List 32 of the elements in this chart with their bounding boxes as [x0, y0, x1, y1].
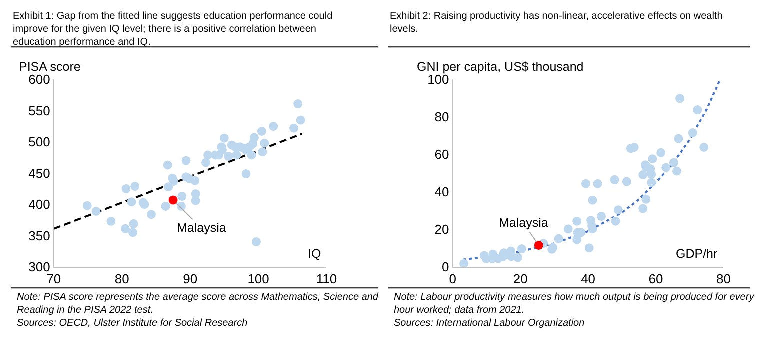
annotation: Malaysia — [499, 216, 548, 230]
x-tick-label: 100 — [248, 272, 270, 287]
x-axis-title: GDP/hr — [676, 247, 718, 261]
y-tick-label: 400 — [28, 197, 50, 212]
y-tick-label: 60 — [434, 147, 450, 162]
text: Note: Labour productivity measures how much output is being produced for every hour worked; data from 2021. — [394, 292, 756, 316]
y-tick-label: 350 — [28, 228, 50, 244]
annotation: Malaysia — [177, 221, 226, 235]
source-note: Sources: International Labour Organization — [394, 318, 586, 329]
x-tick-label: 110 — [316, 272, 338, 287]
text: Note: PISA score represents the average score across Mathematics, Science and Reading in the PISA 2022 test. — [17, 292, 379, 316]
y-axis-title: GNI per capita, US$ thousand — [417, 60, 584, 74]
x-tick-label: 80 — [114, 272, 130, 287]
y-axis-title: PISA score — [19, 60, 81, 74]
chart-title: Exhibit 1: Gap from the fitted line suggests education performance could improve for the given IQ level; there is a positive correlation between education performance and IQ. — [13, 11, 333, 48]
y-tick-label: 500 — [28, 134, 50, 150]
y-tick-label: 550 — [28, 103, 50, 118]
x-tick-label: 60 — [648, 272, 664, 287]
y-tick-label: 80 — [434, 110, 450, 125]
x-tick-label: 80 — [716, 272, 731, 287]
x-tick-label: 40 — [581, 272, 596, 287]
x-tick-label: 20 — [513, 272, 528, 287]
y-tick-label: 40 — [434, 184, 450, 200]
x-axis-title: IQ — [308, 247, 322, 261]
y-tick-label: 20 — [434, 222, 450, 238]
y-tick-label: 0 — [442, 260, 450, 275]
y-tick-label: 450 — [28, 166, 50, 181]
x-tick-label: 90 — [183, 272, 198, 287]
source-note: Sources: OECD, Ulster Institute for Social Research — [17, 318, 248, 329]
y-tick-label: 100 — [428, 72, 450, 88]
y-tick-label: 600 — [28, 72, 50, 88]
chart-title: Exhibit 2: Raising productivity has non-linear, accelerative effects on wealth levels. — [390, 11, 723, 35]
